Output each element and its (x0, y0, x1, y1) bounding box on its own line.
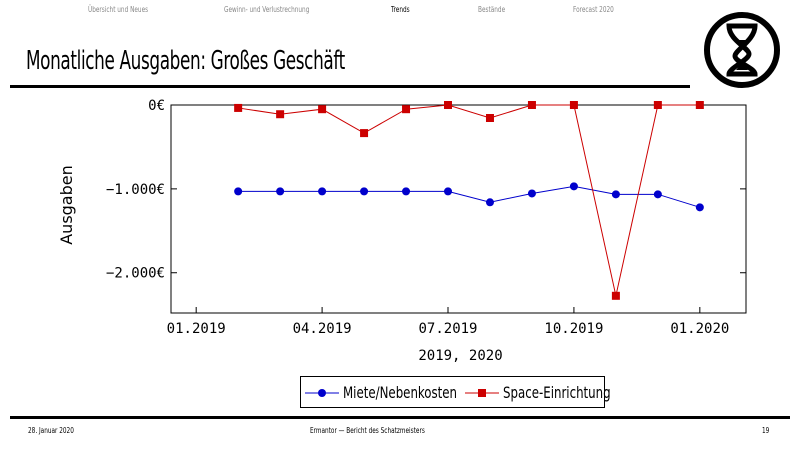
data-point (360, 129, 369, 138)
data-point (611, 190, 620, 199)
legend-entry-space: Space-Einrichtung (503, 383, 611, 402)
y-tick-label: 0€ (148, 98, 165, 114)
data-point (695, 101, 704, 109)
x-axis-label: 2019, 2020 (418, 348, 502, 364)
data-point (695, 203, 704, 212)
page-number: 19 (762, 426, 770, 435)
page-title: Monatliche Ausgaben: Großes Geschäft (26, 46, 345, 76)
nav-item-bestaende[interactable]: Bestände (478, 5, 506, 14)
title-divider (10, 85, 690, 88)
x-tick-label: 10.2019 (544, 321, 603, 337)
data-point (653, 101, 662, 109)
hourglass-in-circle-icon (704, 12, 780, 88)
section-nav: Übersicht und Neues Gewinn- und Verlustr… (0, 5, 800, 19)
x-tick-label: 07.2019 (418, 321, 477, 337)
chart-legend: Miete/Nebenkosten Space-Einrichtung (300, 376, 611, 408)
data-point (653, 190, 662, 199)
y-tick-label: −1.000€ (106, 182, 165, 198)
data-point (360, 187, 369, 196)
data-point (402, 187, 411, 196)
data-point (611, 291, 620, 300)
data-point (234, 187, 243, 196)
footer-divider (10, 416, 790, 419)
data-point (276, 110, 285, 119)
data-point (527, 189, 536, 198)
series-line-0 (238, 185, 700, 208)
data-point (569, 101, 578, 109)
y-tick-label: −2.000€ (106, 266, 165, 282)
nav-item-forecast[interactable]: Forecast 2020 (573, 5, 614, 14)
data-point (485, 198, 494, 207)
data-point (527, 101, 536, 109)
data-point (444, 187, 453, 196)
footer-title: Ermantor — Bericht des Schatzmeisters (310, 426, 425, 435)
legend-entry-miete: Miete/Nebenkosten (343, 383, 458, 402)
x-tick-label: 01.2019 (167, 321, 226, 337)
x-tick-label: 04.2019 (293, 321, 352, 337)
plot-frame (170, 104, 747, 314)
nav-item-guv[interactable]: Gewinn- und Verlustrechnung (224, 5, 310, 14)
x-tick-label: 01.2020 (670, 321, 729, 337)
legend-marker-square (478, 389, 486, 397)
footer-date: 28. Januar 2020 (28, 426, 74, 435)
legend-marker-circle (318, 389, 326, 397)
nav-item-trends[interactable]: Trends (391, 5, 410, 14)
data-point (444, 101, 453, 109)
series-line-1 (238, 104, 700, 296)
data-point (234, 103, 243, 112)
nav-item-uebersicht[interactable]: Übersicht und Neues (88, 5, 149, 14)
data-point (485, 114, 494, 122)
data-point (318, 105, 327, 114)
data-point (276, 187, 285, 196)
data-point (402, 105, 411, 114)
data-point (569, 182, 578, 191)
data-point (318, 187, 327, 196)
y-axis-label: Ausgaben (57, 165, 76, 245)
